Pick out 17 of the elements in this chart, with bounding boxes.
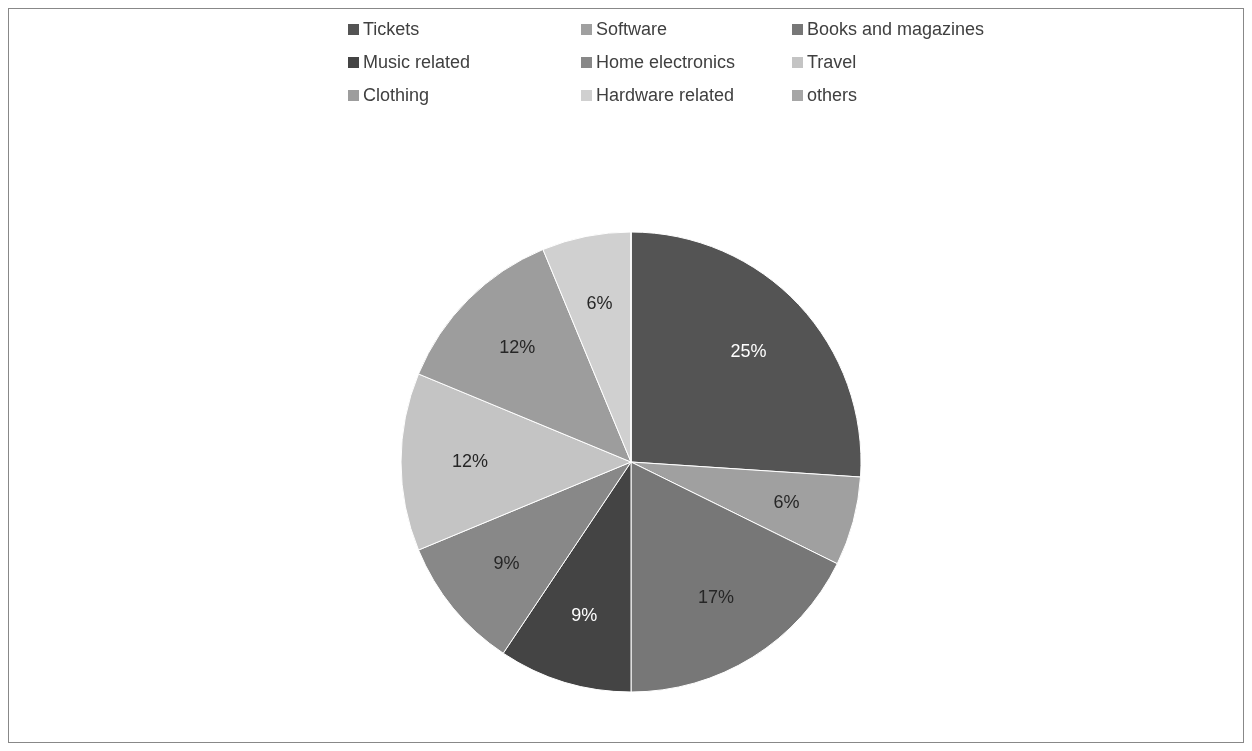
legend-label: Tickets [363, 18, 420, 39]
legend-label: others [807, 84, 858, 105]
legend-label: Music related [363, 51, 471, 72]
legend-label: Books and magazines [807, 18, 985, 39]
data-label: 6% [586, 292, 613, 313]
legend-label: Clothing [363, 84, 430, 105]
legend-label: Software [596, 18, 668, 39]
data-label: 9% [571, 604, 598, 625]
data-label: 12% [451, 450, 489, 471]
data-label: 6% [773, 492, 800, 513]
data-label: 9% [493, 552, 520, 573]
data-label: 25% [730, 340, 767, 361]
legend-label: Travel [807, 51, 857, 72]
legend-label: Home electronics [596, 51, 736, 72]
legend-label: Hardware related [596, 84, 735, 105]
data-label: 17% [698, 587, 735, 608]
data-label: 12% [499, 336, 536, 357]
